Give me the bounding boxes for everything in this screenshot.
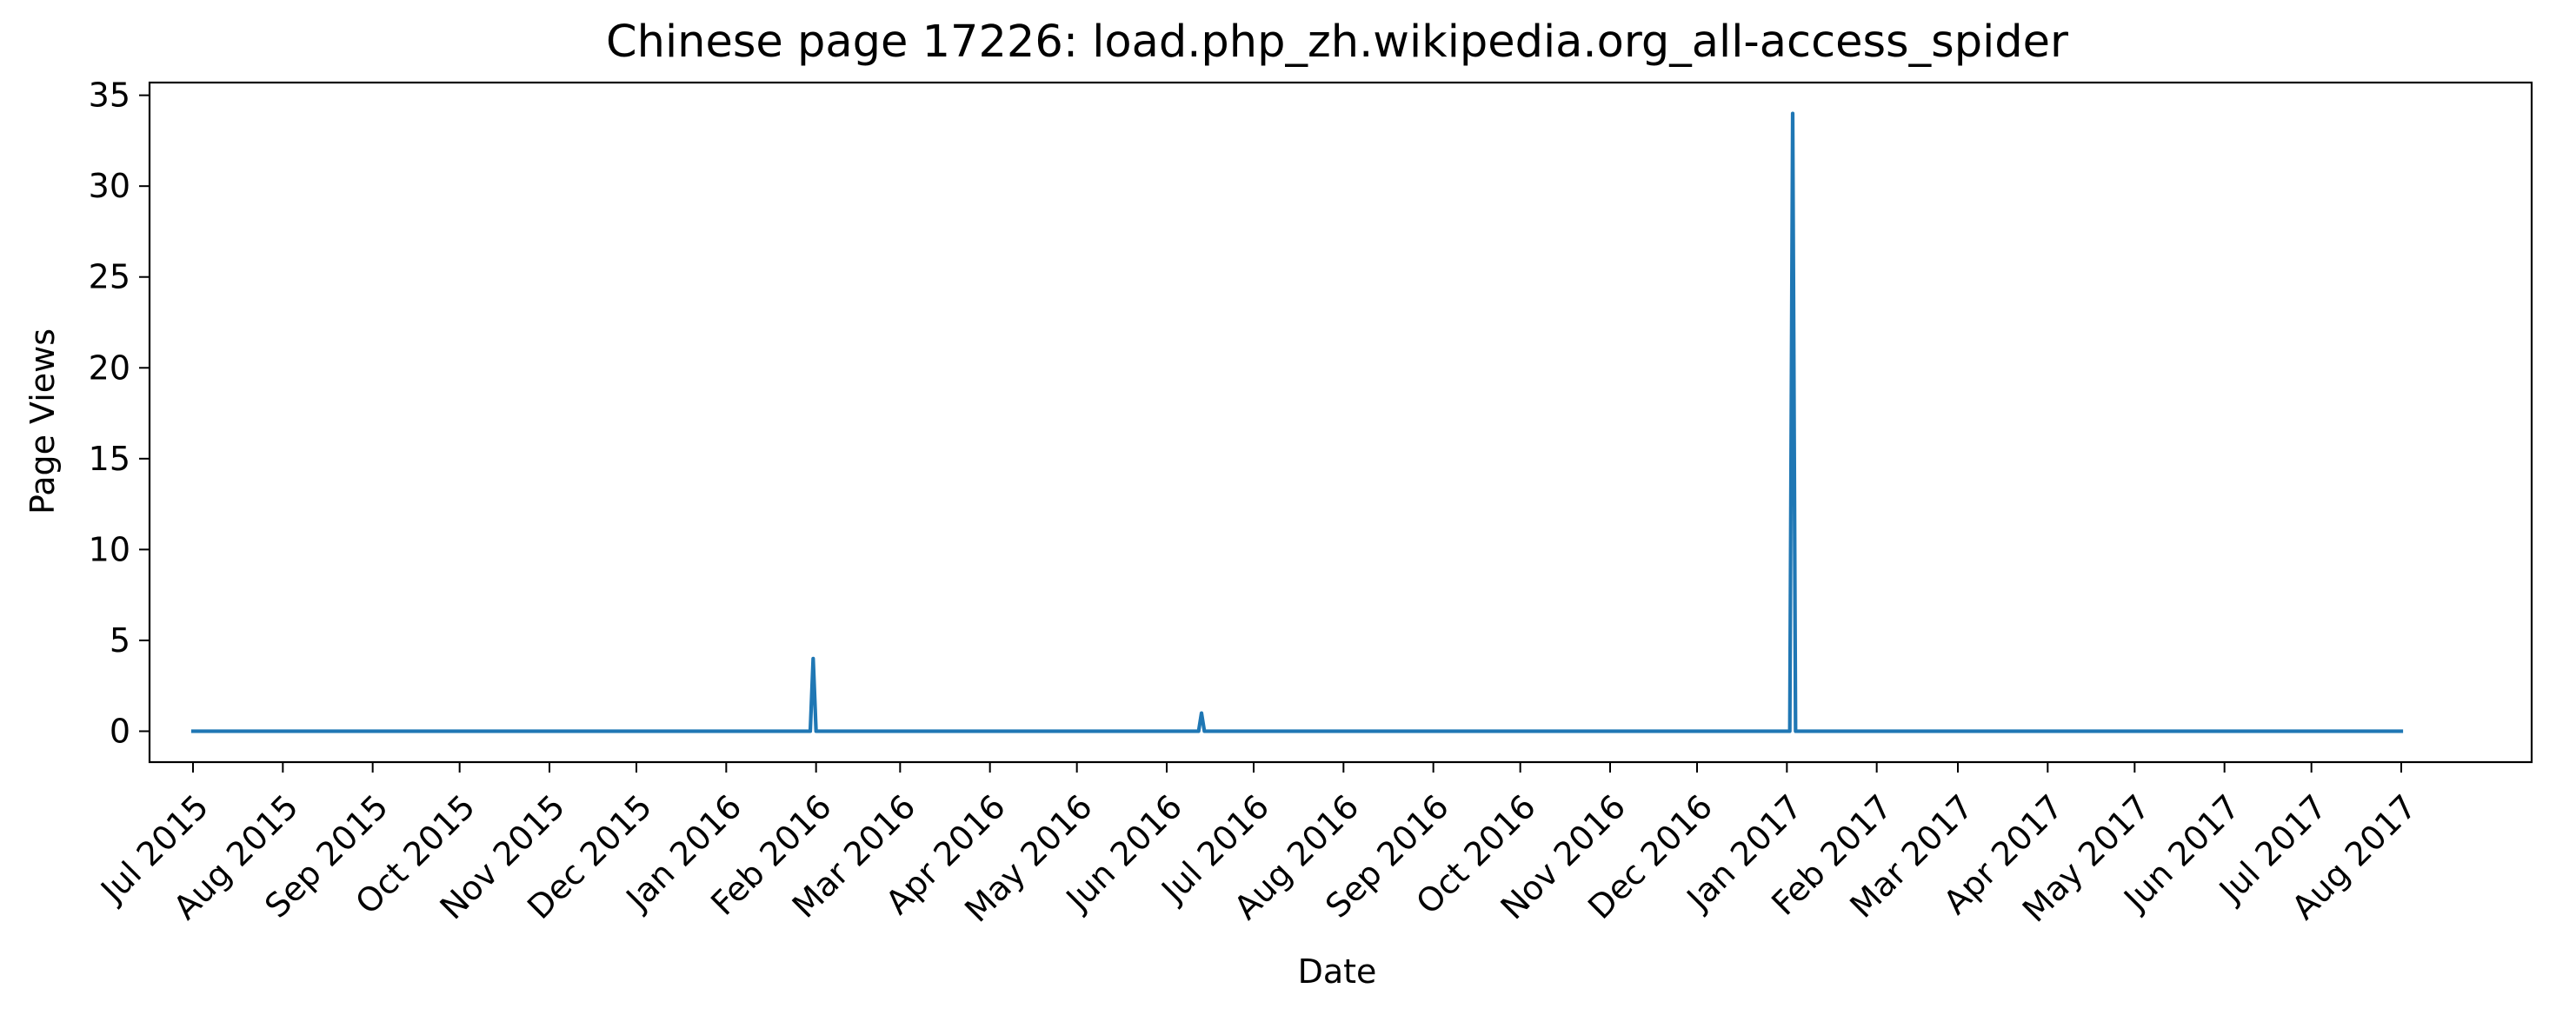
plot-frame (148, 81, 2533, 764)
chart-title: Chinese page 17226: load.php_zh.wikipedi… (606, 17, 2068, 68)
y-tick-label-2: 10 (89, 530, 130, 568)
y-axis-label: Page Views (23, 328, 62, 514)
y-tick-label-7: 35 (89, 76, 130, 115)
y-tick-label-4: 20 (89, 348, 130, 387)
x-axis-label: Date (1298, 952, 1377, 991)
y-tick-label-3: 15 (89, 440, 130, 478)
y-tick-label-5: 25 (89, 258, 130, 296)
series-line-0 (190, 111, 2404, 733)
y-tick-label-1: 5 (110, 621, 130, 660)
y-tick-label-0: 0 (110, 712, 130, 750)
y-tick-label-6: 30 (89, 167, 130, 205)
